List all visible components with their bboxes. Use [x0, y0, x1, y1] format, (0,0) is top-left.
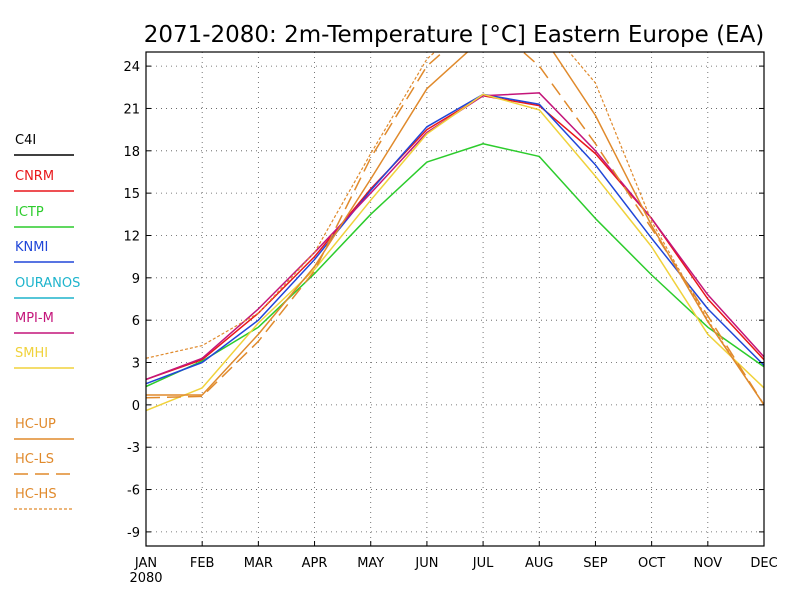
legend-label-smhi: SMHI: [15, 346, 48, 361]
x-tick-label: APR: [302, 556, 328, 571]
legend-label-hc-ls: HC-LS: [15, 452, 54, 467]
y-tick-label: -3: [127, 441, 140, 456]
series-line-cnrm: [146, 95, 764, 381]
series-line-hc-up: [146, 52, 764, 406]
series-line-knmi: [146, 93, 764, 385]
x-tick-label: JUN: [414, 556, 438, 571]
plot-frame: [145, 51, 765, 547]
axis-ticks: -9 -6 -3 0 3 6 9 12 15 18 21 24 JAN FEB MAR APR MAY JUN JU…: [123, 60, 777, 586]
series-layer: [146, 52, 764, 412]
x-year-label: 2080: [129, 571, 162, 586]
x-tick-label: JAN: [134, 556, 157, 571]
series-line-smhi: [146, 93, 764, 412]
x-tick-label: DEC: [750, 556, 777, 571]
x-tick-label: OCT: [638, 556, 665, 571]
x-tick-label: FEB: [190, 556, 215, 571]
x-tick-label: AUG: [525, 556, 553, 571]
legend-label-cnrm: CNRM: [15, 169, 54, 184]
x-tick-label: SEP: [583, 556, 607, 571]
series-line-hc-ls: [146, 52, 764, 406]
y-tick-label: 15: [123, 187, 140, 202]
legend-label-ictp: ICTP: [15, 205, 44, 220]
legend-label-hc-up: HC-UP: [15, 417, 56, 432]
legend-label-mpi-m: MPI-M: [15, 311, 54, 326]
series-line-ictp: [146, 142, 764, 388]
y-tick-label: 12: [123, 229, 140, 244]
series-line-hc-hs: [146, 52, 764, 406]
y-tick-label: 24: [123, 60, 140, 75]
series-line-mpi-m: [146, 92, 764, 381]
y-tick-label: 18: [123, 145, 140, 160]
grid-lines: [146, 52, 764, 546]
y-tick-label: -9: [127, 526, 140, 541]
y-tick-label: 9: [132, 272, 140, 287]
legend-label-c4i: C4I: [15, 133, 36, 148]
legend-label-knmi: KNMI: [15, 240, 48, 255]
chart-title: 2071-2080: 2m-Temperature [°C] Eastern E…: [144, 22, 765, 48]
x-tick-label: JUL: [472, 556, 494, 571]
legend: C4I CNRM ICTP KNMI OURANOS MPI-M SMHI HC-UP HC-L…: [14, 133, 80, 510]
x-tick-label: NOV: [694, 556, 723, 571]
y-tick-label: 6: [132, 314, 140, 329]
legend-label-ouranos: OURANOS: [15, 276, 80, 291]
y-tick-label: 3: [132, 357, 140, 372]
legend-label-hc-hs: HC-HS: [15, 487, 57, 502]
y-tick-label: -6: [127, 484, 140, 499]
y-tick-label: 21: [123, 102, 140, 117]
x-tick-label: MAR: [244, 556, 273, 571]
y-tick-label: 0: [132, 399, 140, 414]
x-tick-label: MAY: [357, 556, 384, 571]
